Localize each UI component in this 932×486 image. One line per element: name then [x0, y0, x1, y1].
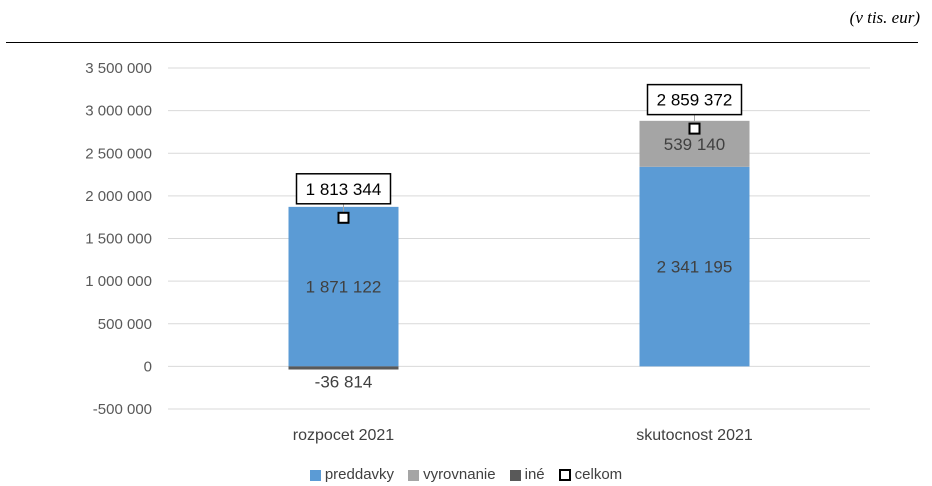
y-tick-label: 3 500 000: [85, 60, 152, 77]
legend-item-preddavky: preddavky: [309, 466, 395, 484]
y-tick-label: 500 000: [98, 316, 152, 333]
segment-labels: 1 871 122 -36 814 2 341 195 539 140: [306, 135, 733, 392]
y-tick-label: -500 000: [93, 401, 152, 418]
y-tick-label: 2 500 000: [85, 145, 152, 162]
total-label-box: [646, 83, 743, 116]
total-markers: 1 813 344 2 859 372: [295, 83, 743, 224]
data-label: 1 871 122: [306, 278, 382, 297]
y-tick-label: 3 000 000: [85, 103, 152, 120]
total-label: 1 813 344: [306, 180, 382, 199]
legend-item-celkom: celkom: [558, 466, 623, 484]
data-label: 539 140: [664, 135, 725, 154]
legend-swatch-ine: [509, 469, 521, 481]
bar-segment: [288, 206, 399, 367]
unit-note: (v tis. eur): [849, 8, 920, 27]
legend-label: iné: [524, 466, 545, 483]
legend-item-vyrovnanie: vyrovnanie: [408, 466, 496, 484]
total-label: 2 859 372: [657, 91, 733, 110]
bars: [288, 120, 750, 370]
category-label: rozpocet 2021: [293, 427, 395, 444]
stacked-bar-chart: -500 000 0 500 000 1 000 000 1 500 000 2 000 …: [85, 60, 870, 444]
legend-label: preddavky: [324, 466, 395, 483]
bar-segment: [639, 166, 750, 367]
y-tick-label: 1 000 000: [85, 273, 152, 290]
category-label: skutocnost 2021: [636, 427, 753, 444]
legend-label: vyrovnanie: [423, 466, 496, 483]
y-tick-label: 1 500 000: [85, 231, 152, 248]
legend-swatch-vyrovnanie: [408, 469, 420, 481]
total-label-box: [295, 173, 392, 205]
data-label: 2 341 195: [657, 258, 733, 277]
legend-item-ine: iné: [509, 466, 545, 484]
gridlines: [168, 67, 870, 410]
y-tick-label: 2 000 000: [85, 188, 152, 205]
legend-label: celkom: [574, 466, 623, 483]
y-axis-tick-labels: -500 000 0 500 000 1 000 000 1 500 000 2 000 …: [85, 60, 152, 418]
data-label: -36 814: [315, 373, 373, 392]
legend-swatch-preddavky: [309, 469, 321, 481]
legend: preddavky vyrovnanie iné celkom: [0, 466, 932, 484]
category-labels: rozpocet 2021 skutocnost 2021: [293, 427, 753, 444]
top-divider: [6, 42, 918, 43]
y-tick-label: 0: [144, 358, 152, 375]
legend-swatch-celkom: [558, 469, 571, 481]
total-marker: [688, 122, 701, 135]
bar-segment: [288, 366, 399, 370]
total-marker: [337, 211, 350, 224]
